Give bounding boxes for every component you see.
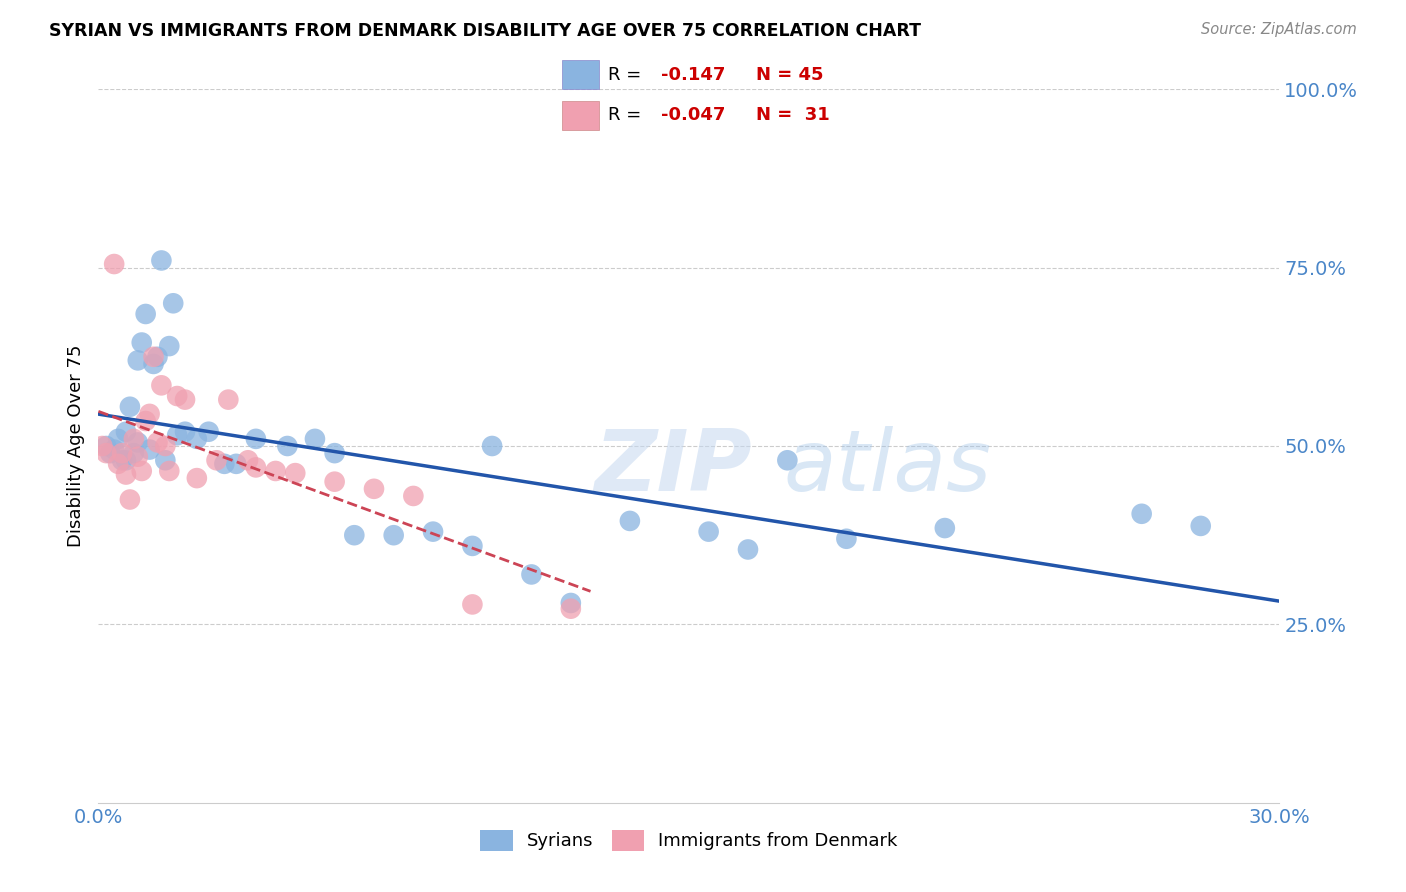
Point [217,392,239,407]
Y-axis label: Disability Age Over 75: Disability Age Over 75 [66,344,84,548]
Point [146,350,169,364]
Point [111,446,134,460]
Point [98,446,121,460]
Point [363,482,385,496]
Point [135,414,157,428]
Point [174,392,197,407]
Point [138,442,160,457]
Point [127,450,149,464]
Point [737,542,759,557]
Point [422,524,444,539]
Text: Source: ZipAtlas.com: Source: ZipAtlas.com [1201,22,1357,37]
Point [1189,519,1212,533]
Point [103,257,125,271]
Point [186,432,208,446]
Point [560,601,582,615]
Point [135,307,157,321]
Point [146,435,169,450]
Point [382,528,405,542]
Point [96,439,118,453]
Point [343,528,366,542]
Point [205,453,228,467]
Point [174,425,197,439]
Text: N = 45: N = 45 [756,66,824,84]
Point [96,446,118,460]
Point [122,446,145,460]
Point [304,432,326,446]
Point [284,466,307,480]
Point [122,432,145,446]
Point [157,339,180,353]
Point [131,335,153,350]
Point [155,439,177,453]
Point [118,492,141,507]
Point [115,453,138,467]
Point [619,514,641,528]
Point [560,596,582,610]
Point [166,389,188,403]
Point [520,567,543,582]
Point [245,432,267,446]
Point [186,471,208,485]
Text: -0.147: -0.147 [661,66,725,84]
Point [461,598,484,612]
Bar [561,101,599,130]
Legend: Syrians, Immigrants from Denmark: Syrians, Immigrants from Denmark [472,822,905,858]
Point [323,475,346,489]
Text: atlas: atlas [783,425,991,509]
Text: N =  31: N = 31 [756,106,830,124]
Point [131,464,153,478]
Point [835,532,858,546]
Point [166,428,188,442]
Point [150,378,173,392]
Point [127,435,149,450]
Point [115,425,138,439]
Point [461,539,484,553]
Bar [561,61,599,89]
Point [162,296,184,310]
Point [323,446,346,460]
Point [697,524,720,539]
Point [934,521,956,535]
Point [776,453,799,467]
Text: -0.047: -0.047 [661,106,725,124]
Point [264,464,287,478]
Point [91,439,114,453]
Point [402,489,425,503]
Point [142,357,165,371]
Point [150,253,173,268]
Point [1130,507,1153,521]
Point [103,442,125,457]
Point [481,439,503,453]
Point [118,400,141,414]
Point [214,457,236,471]
Text: SYRIAN VS IMMIGRANTS FROM DENMARK DISABILITY AGE OVER 75 CORRELATION CHART: SYRIAN VS IMMIGRANTS FROM DENMARK DISABI… [49,22,921,40]
Point [142,350,165,364]
Point [107,457,129,471]
Point [138,407,160,421]
Point [236,453,259,467]
Point [115,467,138,482]
Point [197,425,219,439]
Point [127,353,149,368]
Text: R =: R = [607,106,641,124]
Point [245,460,267,475]
Point [157,464,180,478]
Point [155,453,177,467]
Point [225,457,247,471]
Text: ZIP: ZIP [595,425,752,509]
Text: R =: R = [607,66,641,84]
Point [107,432,129,446]
Point [276,439,298,453]
Point [111,453,134,467]
